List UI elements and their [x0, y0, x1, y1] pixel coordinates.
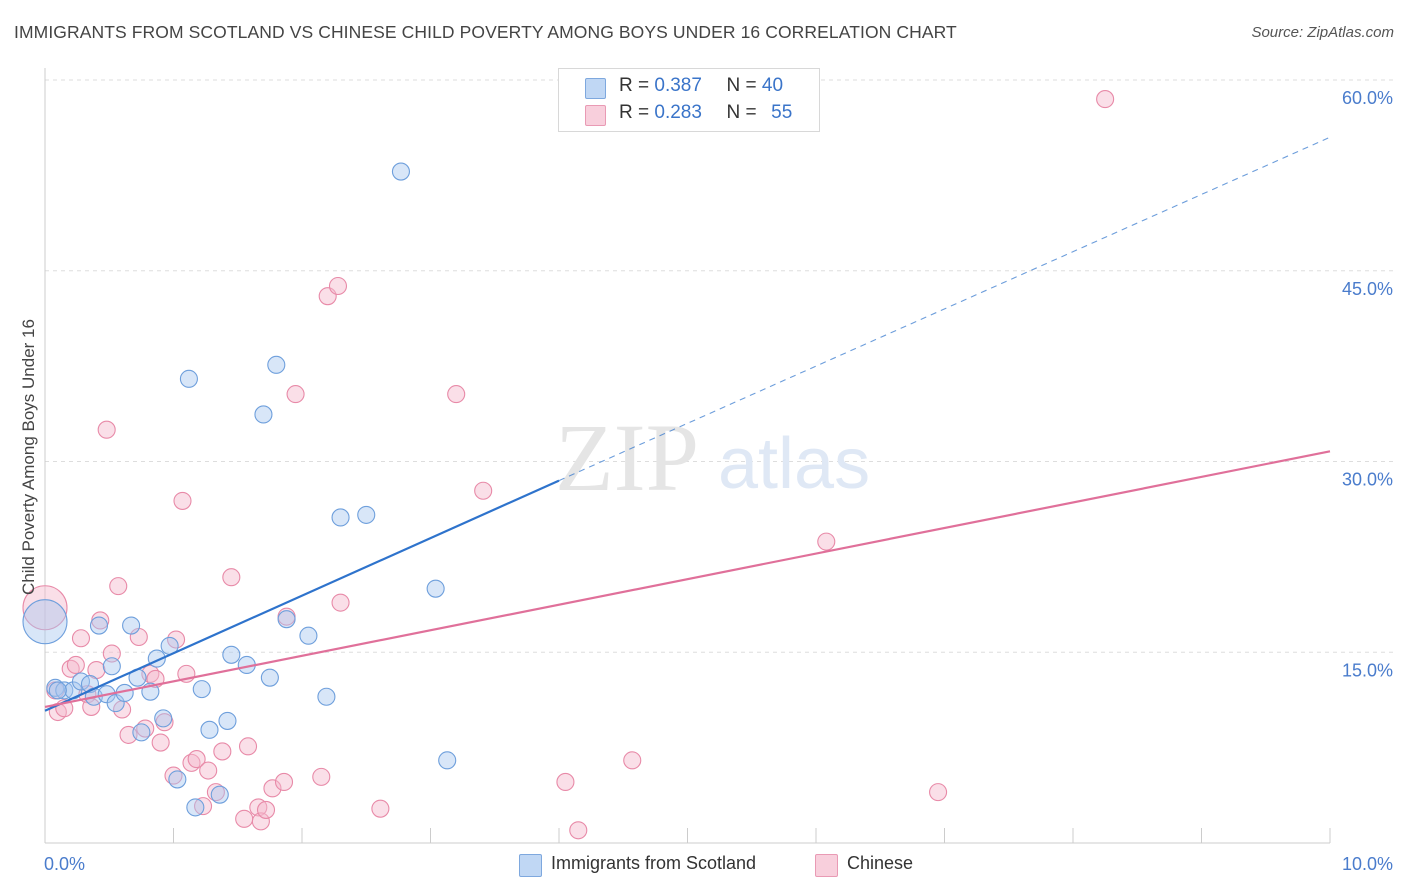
- legend-n-value: 40: [762, 75, 783, 96]
- scotland-point[interactable]: [123, 617, 140, 634]
- gridlines: [45, 80, 1395, 652]
- scotland-point[interactable]: [318, 688, 335, 705]
- chinese-point[interactable]: [98, 421, 115, 438]
- correlation-legend: R = 0.387 N = 40 R = 0.283 N = 55: [558, 68, 820, 132]
- chinese-point[interactable]: [152, 734, 169, 751]
- watermark: ZIP atlas: [555, 404, 870, 511]
- chinese-point[interactable]: [448, 386, 465, 403]
- chinese-point[interactable]: [110, 578, 127, 595]
- chinese-point[interactable]: [240, 738, 257, 755]
- scotland-point[interactable]: [133, 724, 150, 741]
- chinese-point[interactable]: [818, 533, 835, 550]
- legend-label-chinese: Chinese: [847, 853, 913, 874]
- scotland-point[interactable]: [255, 406, 272, 423]
- chinese-point[interactable]: [313, 768, 330, 785]
- y-tick-label: 60.0%: [1342, 88, 1393, 108]
- chinese-point[interactable]: [287, 386, 304, 403]
- chinese-point[interactable]: [930, 784, 947, 801]
- watermark-atlas: atlas: [718, 424, 870, 504]
- scotland-point[interactable]: [103, 658, 120, 675]
- chinese-point[interactable]: [223, 569, 240, 586]
- scotland-point[interactable]: [211, 786, 228, 803]
- chinese-point[interactable]: [236, 810, 253, 827]
- scatter-plot: ZIP atlas 15.0%30.0%45.0%60.0%0.0% 10.0% …: [0, 0, 1406, 892]
- legend-r-label: R =: [619, 75, 649, 96]
- chinese-point[interactable]: [276, 773, 293, 790]
- scotland-point[interactable]: [358, 506, 375, 523]
- chinese-point[interactable]: [372, 800, 389, 817]
- scotland-point[interactable]: [187, 799, 204, 816]
- legend-swatch-scotland: [519, 854, 542, 877]
- scotland-point[interactable]: [201, 721, 218, 738]
- scotland-point[interactable]: [332, 509, 349, 526]
- scotland-point[interactable]: [439, 752, 456, 769]
- legend-n-label: N =: [727, 102, 757, 123]
- scotland-trend-line: [45, 481, 559, 711]
- scotland-point[interactable]: [261, 669, 278, 686]
- scotland-point[interactable]: [268, 356, 285, 373]
- scotland-point[interactable]: [180, 370, 197, 387]
- scotland-point[interactable]: [169, 771, 186, 788]
- scotland-point[interactable]: [300, 627, 317, 644]
- x-tick-label: 10.0%: [1342, 854, 1393, 874]
- chinese-point[interactable]: [557, 773, 574, 790]
- legend-swatch-chinese: [585, 105, 606, 126]
- chinese-point[interactable]: [258, 801, 275, 818]
- scotland-point[interactable]: [392, 163, 409, 180]
- chinese-point[interactable]: [214, 743, 231, 760]
- scotland-point[interactable]: [193, 681, 210, 698]
- legend-r-label: R =: [619, 102, 649, 123]
- scotland-point[interactable]: [278, 611, 295, 628]
- legend-r-value: 0.283: [654, 102, 702, 123]
- chinese-point[interactable]: [475, 482, 492, 499]
- scotland-point[interactable]: [49, 682, 66, 699]
- chinese-point[interactable]: [174, 492, 191, 509]
- chinese-point[interactable]: [200, 762, 217, 779]
- chinese-point[interactable]: [1097, 91, 1114, 108]
- chinese-point[interactable]: [67, 656, 84, 673]
- y-axis-label: Child Poverty Among Boys Under 16: [19, 319, 38, 595]
- scotland-point[interactable]: [219, 712, 236, 729]
- legend-r-value: 0.387: [654, 75, 702, 96]
- scotland-point[interactable]: [155, 710, 172, 727]
- scotland-point[interactable]: [223, 646, 240, 663]
- x-tick-label: 0.0%: [44, 854, 85, 874]
- chinese-point[interactable]: [570, 822, 587, 839]
- chinese-point[interactable]: [332, 594, 349, 611]
- watermark-zip: ZIP: [555, 404, 699, 511]
- legend-n-label: N =: [727, 75, 757, 96]
- scotland-point[interactable]: [90, 617, 107, 634]
- legend-swatch-chinese: [815, 854, 838, 877]
- legend-n-value: 55: [771, 102, 792, 123]
- y-tick-label: 15.0%: [1342, 660, 1393, 680]
- legend-swatch-scotland: [585, 78, 606, 99]
- legend-label-scotland: Immigrants from Scotland: [551, 853, 756, 874]
- scotland-trend-extension: [559, 137, 1330, 480]
- y-tick-label: 45.0%: [1342, 279, 1393, 299]
- scotland-point[interactable]: [427, 580, 444, 597]
- scotland-point[interactable]: [23, 600, 67, 644]
- chinese-point[interactable]: [72, 630, 89, 647]
- y-tick-label: 30.0%: [1342, 470, 1393, 490]
- chinese-point[interactable]: [329, 278, 346, 295]
- chinese-point[interactable]: [624, 752, 641, 769]
